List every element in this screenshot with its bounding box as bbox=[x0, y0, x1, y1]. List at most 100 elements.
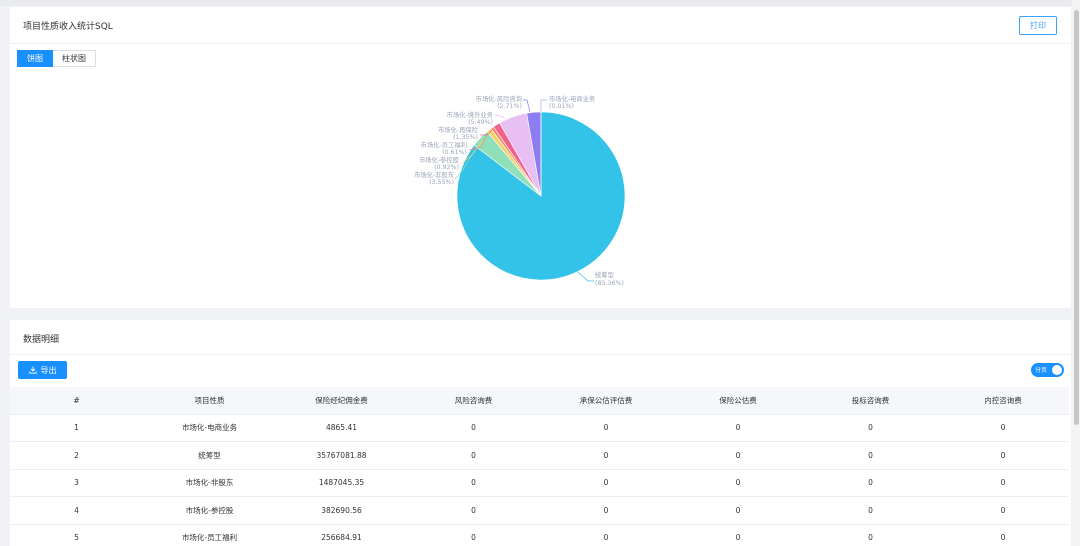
table-cell: 0 bbox=[407, 524, 540, 546]
detail-card-title: 数据明细 bbox=[23, 335, 60, 345]
th-bid-consult-fee: 投标咨询费 bbox=[804, 387, 937, 415]
table-cell: 2 bbox=[10, 441, 143, 470]
table-cell: 0 bbox=[672, 469, 804, 497]
page-scrollbar[interactable] bbox=[1072, 0, 1080, 546]
export-button[interactable]: 导出 bbox=[18, 361, 67, 379]
table-cell: 0 bbox=[937, 524, 1069, 546]
th-underwriting-fee: 承保公估评估费 bbox=[540, 387, 672, 415]
label-dianshang-pct: (0.01%) bbox=[549, 103, 574, 110]
table-cell: 5 bbox=[10, 524, 143, 546]
table-cell: 市场化-电商业务 bbox=[143, 414, 276, 442]
label-jingwai-pct: (5.49%) bbox=[468, 119, 493, 126]
table-cell: 0 bbox=[672, 524, 804, 546]
table-cell: 3 bbox=[10, 469, 143, 497]
th-risk-consult-fee: 风险咨询费 bbox=[407, 387, 540, 415]
table-cell: 0 bbox=[937, 469, 1069, 497]
label-jingwai-name: 市场化-境外业务 bbox=[447, 110, 494, 119]
label-line-zaibaoxian bbox=[480, 128, 494, 136]
table-cell: 0 bbox=[407, 441, 540, 470]
label-zaibaoxian-name: 市场化-再保险 bbox=[438, 125, 479, 134]
table-row[interactable]: 2 统筹型 35767081.88 0 0 0 0 0 bbox=[10, 441, 1069, 470]
table-cell: 0 bbox=[672, 414, 804, 442]
table-row[interactable]: 3 市场化-非股东 1487045.35 0 0 0 0 0 bbox=[10, 469, 1069, 497]
th-index: # bbox=[10, 387, 143, 415]
th-brokerage-fee: 保险经纪佣金费 bbox=[276, 387, 407, 415]
label-line-yuangong bbox=[468, 134, 488, 151]
detail-table: # 项目性质 保险经纪佣金费 风险咨询费 承保公估评估费 保险公估费 投标咨询费… bbox=[10, 387, 1069, 546]
tab-bar[interactable]: 柱状图 bbox=[53, 50, 96, 67]
label-feigudong-name: 市场化-非股东 bbox=[414, 170, 454, 179]
table-cell: 0 bbox=[672, 441, 804, 470]
label-dianshang-name: 市场化-电商业务 bbox=[549, 94, 596, 103]
table-cell: 4 bbox=[10, 496, 143, 525]
table-cell: 0 bbox=[804, 469, 937, 497]
th-internal-control-fee: 内控咨询费 bbox=[937, 387, 1069, 415]
table-cell: 0 bbox=[937, 414, 1069, 442]
label-line-jingwai bbox=[493, 114, 506, 119]
chart-card-title: 项目性质收入统计SQL bbox=[23, 22, 113, 32]
print-button[interactable]: 打印 bbox=[1019, 16, 1057, 35]
table-cell: 0 bbox=[540, 469, 672, 497]
table-cell: 0 bbox=[804, 524, 937, 546]
label-zaibaoxian-pct: (1.35%) bbox=[453, 134, 478, 141]
table-cell: 0 bbox=[804, 441, 937, 470]
pie-slice[interactable] bbox=[456, 111, 626, 281]
pie-labels: 统筹型 (85.36%) 市场化-非股东 (3.55%) 市场化-参控股 (0.… bbox=[414, 94, 624, 287]
table-cell: 4865.41 bbox=[276, 414, 407, 442]
label-line-tongchou bbox=[577, 271, 594, 282]
table-header-row: # 项目性质 保险经纪佣金费 风险咨询费 承保公估评估费 保险公估费 投标咨询费… bbox=[10, 387, 1069, 415]
table-cell: 0 bbox=[540, 496, 672, 525]
table-cell: 0 bbox=[937, 496, 1069, 525]
table-cell: 35767081.88 bbox=[276, 441, 407, 470]
th-project-type: 项目性质 bbox=[143, 387, 276, 415]
table-row[interactable]: 4 市场化-参控股 382690.56 0 0 0 0 0 bbox=[10, 496, 1069, 525]
export-label: 导出 bbox=[40, 365, 57, 375]
label-fengxian-name: 市场化-风险咨询 bbox=[476, 94, 522, 103]
table-cell: 0 bbox=[540, 414, 672, 442]
table-cell: 市场化-员工福利 bbox=[143, 524, 276, 546]
table-cell: 市场化-非股东 bbox=[143, 469, 276, 497]
label-yuangong-name: 市场化-员工福利 bbox=[421, 140, 467, 149]
tab-pie[interactable]: 饼图 bbox=[17, 50, 53, 67]
label-yuangong-pct: (0.61%) bbox=[442, 149, 467, 156]
page-scrollbar-thumb[interactable] bbox=[1074, 10, 1079, 425]
pagination-toggle[interactable]: 分页 bbox=[1031, 363, 1064, 377]
label-line-dianshang bbox=[540, 99, 547, 112]
pie-chart: 统筹型 (85.36%) 市场化-非股东 (3.55%) 市场化-参控股 (0.… bbox=[414, 94, 626, 287]
table-cell: 0 bbox=[407, 414, 540, 442]
label-line-cankonggu bbox=[460, 139, 484, 165]
table-cell: 市场化-参控股 bbox=[143, 496, 276, 525]
detail-card: 数据明细 导出 分页 # 项目性质 保险经纪佣金费 风险咨询费 承保公估评估费 … bbox=[10, 320, 1071, 546]
table-cell: 0 bbox=[540, 441, 672, 470]
label-tongchou-name: 统筹型 bbox=[595, 270, 614, 279]
download-icon bbox=[28, 366, 37, 374]
table-cell: 1 bbox=[10, 414, 143, 442]
chart-card-divider bbox=[10, 43, 1071, 44]
th-assessment-fee: 保险公估费 bbox=[672, 387, 804, 415]
label-line-fengxian bbox=[523, 99, 531, 113]
label-tongchou-pct: (85.36%) bbox=[595, 280, 624, 287]
label-cankonggu-name: 市场化-参控股 bbox=[419, 155, 460, 164]
toggle-knob bbox=[1052, 365, 1062, 375]
label-lines bbox=[454, 99, 594, 282]
table-cell: 256684.91 bbox=[276, 524, 407, 546]
pie-slices bbox=[456, 111, 626, 281]
table-cell: 0 bbox=[672, 496, 804, 525]
chart-type-tabs: 饼图 柱状图 bbox=[17, 50, 96, 67]
table-row[interactable]: 1 市场化-电商业务 4865.41 0 0 0 0 0 bbox=[10, 414, 1069, 442]
label-cankonggu-pct: (0.92%) bbox=[434, 164, 459, 171]
table-cell: 382690.56 bbox=[276, 496, 407, 525]
table-row[interactable]: 5 市场化-员工福利 256684.91 0 0 0 0 0 bbox=[10, 524, 1069, 546]
label-feigudong-pct: (3.55%) bbox=[429, 179, 454, 186]
table-cell: 0 bbox=[407, 496, 540, 525]
table-cell: 0 bbox=[804, 414, 937, 442]
detail-card-divider bbox=[10, 354, 1071, 355]
table-cell: 0 bbox=[407, 469, 540, 497]
table-cell: 0 bbox=[937, 441, 1069, 470]
table-cell: 1487045.35 bbox=[276, 469, 407, 497]
table-cell: 0 bbox=[540, 524, 672, 546]
label-line-feigudong bbox=[454, 149, 476, 180]
table-cell: 统筹型 bbox=[143, 441, 276, 470]
top-strip bbox=[0, 0, 1080, 6]
chart-card: 项目性质收入统计SQL 打印 饼图 柱状图 统筹型 (85.36%) 市场化-非… bbox=[10, 7, 1071, 308]
